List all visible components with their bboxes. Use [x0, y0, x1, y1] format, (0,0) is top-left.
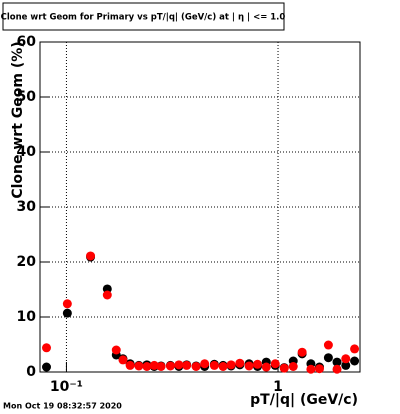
- point: [125, 360, 135, 370]
- timestamp: Mon Oct 19 08:32:57 2020: [3, 402, 122, 411]
- point: [270, 359, 280, 369]
- point: [86, 251, 96, 261]
- point: [297, 347, 307, 357]
- y-tick-label: 60: [17, 34, 37, 50]
- point: [261, 362, 271, 372]
- y-tick-label: 50: [17, 89, 37, 105]
- x-tick-label: 1: [273, 379, 283, 395]
- point: [111, 345, 121, 355]
- point: [226, 360, 236, 370]
- point: [118, 355, 128, 365]
- point: [332, 364, 342, 374]
- point: [323, 353, 333, 363]
- point: [332, 357, 342, 367]
- point: [149, 360, 159, 370]
- y-tick-label: 20: [17, 254, 37, 270]
- x-axis-label: pT/|q| (GeV/c): [250, 392, 358, 408]
- point: [209, 360, 219, 370]
- point: [253, 359, 263, 369]
- title-box: [2, 2, 285, 31]
- point: [42, 343, 52, 353]
- point: [341, 360, 351, 370]
- y-tick-label: 10: [17, 309, 37, 325]
- point: [62, 299, 72, 309]
- point: [142, 362, 152, 371]
- point: [200, 359, 210, 369]
- point: [279, 363, 289, 373]
- point: [156, 362, 166, 371]
- point: [288, 362, 298, 371]
- point: [341, 354, 351, 364]
- point: [350, 344, 360, 354]
- point: [323, 340, 333, 350]
- chart-title: Clone wrt Geom for Primary vs pT/|q| (Ge…: [1, 13, 286, 23]
- point: [174, 360, 184, 370]
- y-axis-label: Clone wrt Geom (%): [10, 41, 26, 198]
- point: [42, 362, 52, 372]
- y-tick-label: 30: [17, 199, 37, 215]
- point: [134, 361, 144, 371]
- point: [62, 308, 72, 318]
- point: [218, 362, 228, 371]
- y-tick-label: 40: [17, 144, 37, 160]
- point: [165, 361, 175, 371]
- point: [306, 364, 316, 374]
- point: [182, 360, 192, 370]
- point: [350, 356, 360, 366]
- point: [314, 364, 324, 374]
- point: [244, 361, 254, 371]
- point: [102, 290, 112, 300]
- y-tick-label: 0: [26, 364, 36, 380]
- point: [235, 358, 245, 368]
- x-tick-label: 10⁻¹: [50, 379, 83, 395]
- point: [191, 362, 201, 371]
